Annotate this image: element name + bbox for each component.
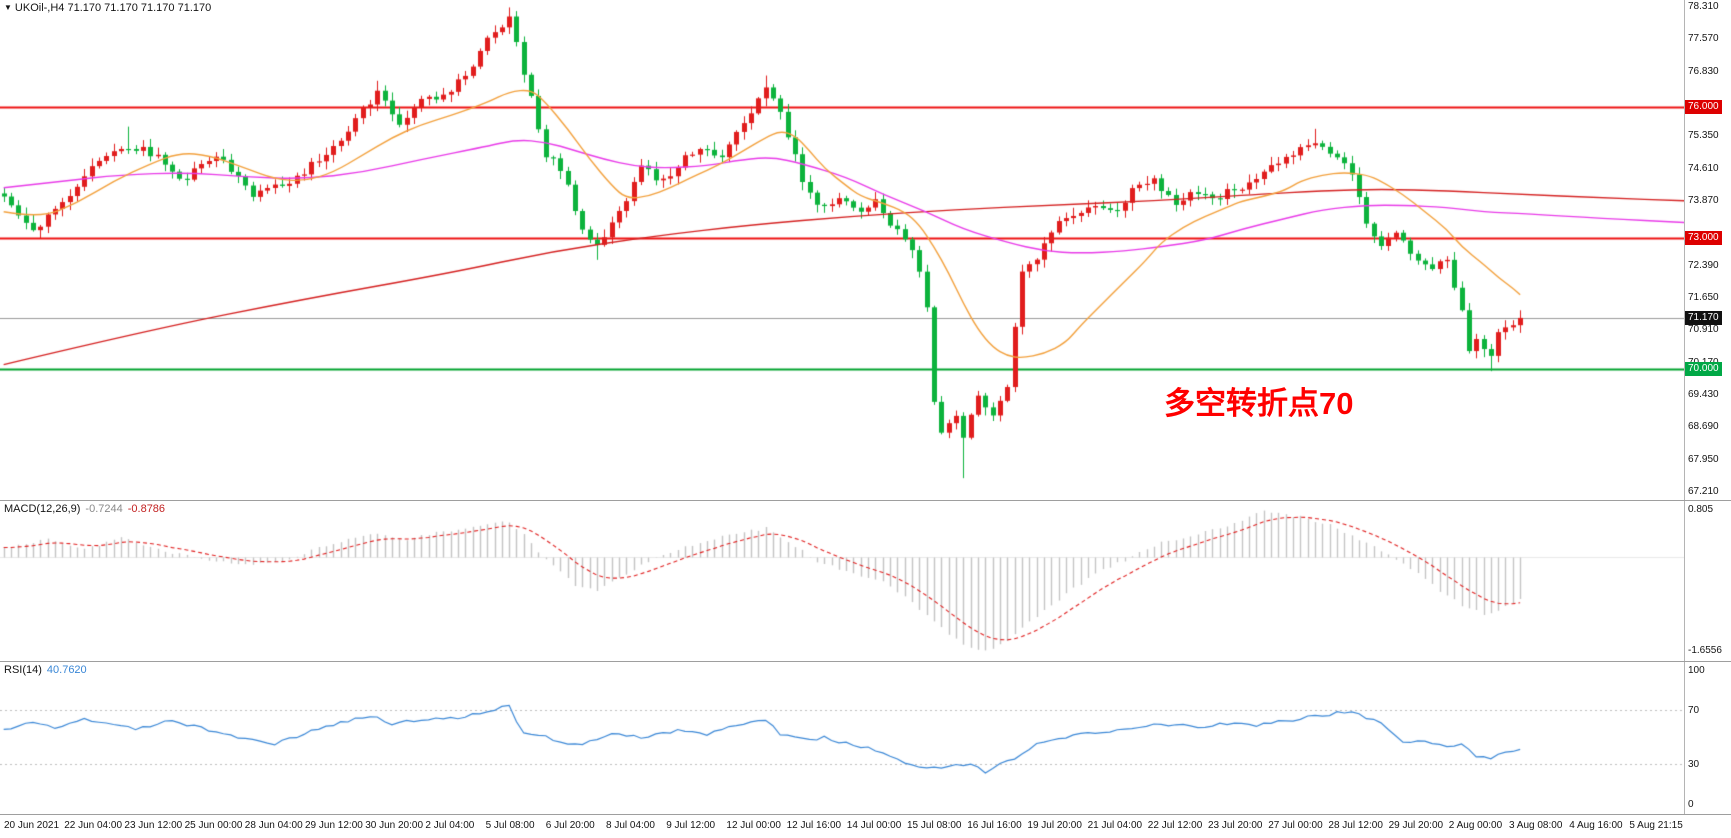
time-axis-label: 2 Jul 04:00 <box>425 820 475 831</box>
macd-name: MACD(12,26,9) <box>4 503 81 515</box>
price-level-badge: 70.000 <box>1685 361 1722 376</box>
rsi-pane: RSI(14) 40.7620 100 70 30 0 <box>0 661 1731 814</box>
time-axis-label: 23 Jun 12:00 <box>124 820 183 831</box>
rsi-axis-tick: 70 <box>1688 705 1700 716</box>
rsi-axis-tick: 0 <box>1688 799 1694 810</box>
time-axis-label: 29 Jul 20:00 <box>1388 820 1444 831</box>
price-axis-tick: 75.350 <box>1688 130 1719 142</box>
time-axis[interactable]: 20 Jun 2021 22 Jun 04:00 23 Jun 12:00 25 Ju… <box>0 814 1731 838</box>
time-axis-label: 8 Jul 04:00 <box>606 820 655 831</box>
time-axis-label: 28 Jun 04:00 <box>244 820 303 831</box>
price-chart-canvas[interactable] <box>0 0 1684 500</box>
time-axis-label: 3 Aug 08:00 <box>1509 820 1563 831</box>
price-axis-tick: 73.870 <box>1688 195 1719 206</box>
macd-main-value: -0.7244 <box>85 503 123 515</box>
price-axis-tick: 67.950 <box>1688 453 1719 465</box>
rsi-value: 40.7620 <box>46 664 87 676</box>
rsi-label: RSI(14) 40.7620 <box>4 664 87 676</box>
time-axis-label: 5 Aug 21:15 <box>1629 820 1683 831</box>
symbol-ohlc-label: ▼ UKOil-,H4 71.170 71.170 71.170 71.170 <box>4 2 211 14</box>
price-axis-tick: 76.830 <box>1688 65 1719 77</box>
price-pane: ▼ UKOil-,H4 71.170 71.170 71.170 71.170 多… <box>0 0 1731 500</box>
time-axis-label: 2 Aug 00:00 <box>1448 820 1503 831</box>
macd-pane: MACD(12,26,9) -0.7244 -0.8786 0.805 -1.655… <box>0 500 1731 661</box>
price-level-badge: 73.000 <box>1685 230 1722 245</box>
time-axis-label: 15 Jul 08:00 <box>907 820 962 831</box>
rsi-axis[interactable]: 100 70 30 0 <box>1684 662 1731 814</box>
price-axis-tick: 69.430 <box>1688 388 1719 400</box>
price-axis-tick: 71.650 <box>1688 291 1719 303</box>
price-axis-tick: 72.390 <box>1688 259 1719 271</box>
rsi-axis-tick: 100 <box>1688 665 1705 676</box>
time-axis-label: 9 Jul 12:00 <box>666 820 716 831</box>
time-axis-label: 22 Jul 12:00 <box>1147 820 1203 831</box>
time-axis-label: 20 Jun 2021 <box>4 820 60 831</box>
rsi-indicator-canvas[interactable] <box>0 662 1684 814</box>
time-axis-label: 4 Aug 16:00 <box>1569 820 1623 831</box>
time-axis-label: 6 Jul 20:00 <box>545 820 595 831</box>
time-axis-label: 5 Jul 08:00 <box>485 820 535 831</box>
macd-axis-min-tick: -1.6556 <box>1688 645 1722 656</box>
price-level-badge: 71.170 <box>1685 310 1722 325</box>
macd-axis[interactable]: 0.805 -1.6556 <box>1684 501 1731 661</box>
time-axis-label: 19 Jul 20:00 <box>1027 820 1082 831</box>
time-axis-label: 12 Jul 00:00 <box>726 820 781 831</box>
macd-indicator-canvas[interactable] <box>0 501 1684 661</box>
price-axis-tick: 68.690 <box>1688 421 1719 433</box>
macd-axis-max-tick: 0.805 <box>1688 504 1714 515</box>
time-axis-label: 14 Jul 00:00 <box>846 820 902 831</box>
price-axis-tick: 70.910 <box>1688 324 1719 336</box>
time-axis-label: 28 Jul 12:00 <box>1328 820 1383 831</box>
price-axis-tick: 78.310 <box>1688 1 1719 13</box>
time-axis-label: 29 Jun 12:00 <box>305 820 363 831</box>
price-axis-tick: 67.210 <box>1688 485 1719 497</box>
rsi-name: RSI(14) <box>4 664 42 676</box>
time-axis-label: 22 Jun 04:00 <box>64 820 123 831</box>
time-axis-label: 12 Jul 16:00 <box>786 820 842 831</box>
time-axis-label: 23 Jul 20:00 <box>1208 820 1263 831</box>
price-level-badge: 76.000 <box>1685 99 1722 114</box>
macd-label: MACD(12,26,9) -0.7244 -0.8786 <box>4 503 165 515</box>
time-axis-label: 30 Jun 20:00 <box>365 820 424 831</box>
time-axis-label: 27 Jul 00:00 <box>1268 820 1323 831</box>
rsi-axis-tick: 30 <box>1688 759 1700 770</box>
symbol-dropdown-arrow-icon[interactable]: ▼ <box>4 3 12 12</box>
price-axis[interactable]: 78.310 77.570 76.830 75.350 74.610 73.870 72.3… <box>1684 0 1731 500</box>
price-axis-tick: 77.570 <box>1688 33 1719 45</box>
time-axis-label: 25 Jun 00:00 <box>184 820 243 831</box>
time-axis-label: 21 Jul 04:00 <box>1087 820 1143 831</box>
annotation-text: 多空转折点70 <box>1164 386 1354 421</box>
symbol-ohlc-text: UKOil-,H4 71.170 71.170 71.170 71.170 <box>14 2 212 14</box>
price-axis-tick: 74.610 <box>1688 162 1719 174</box>
macd-signal-value: -0.8786 <box>127 503 166 515</box>
time-axis-label: 16 Jul 16:00 <box>967 820 1022 831</box>
